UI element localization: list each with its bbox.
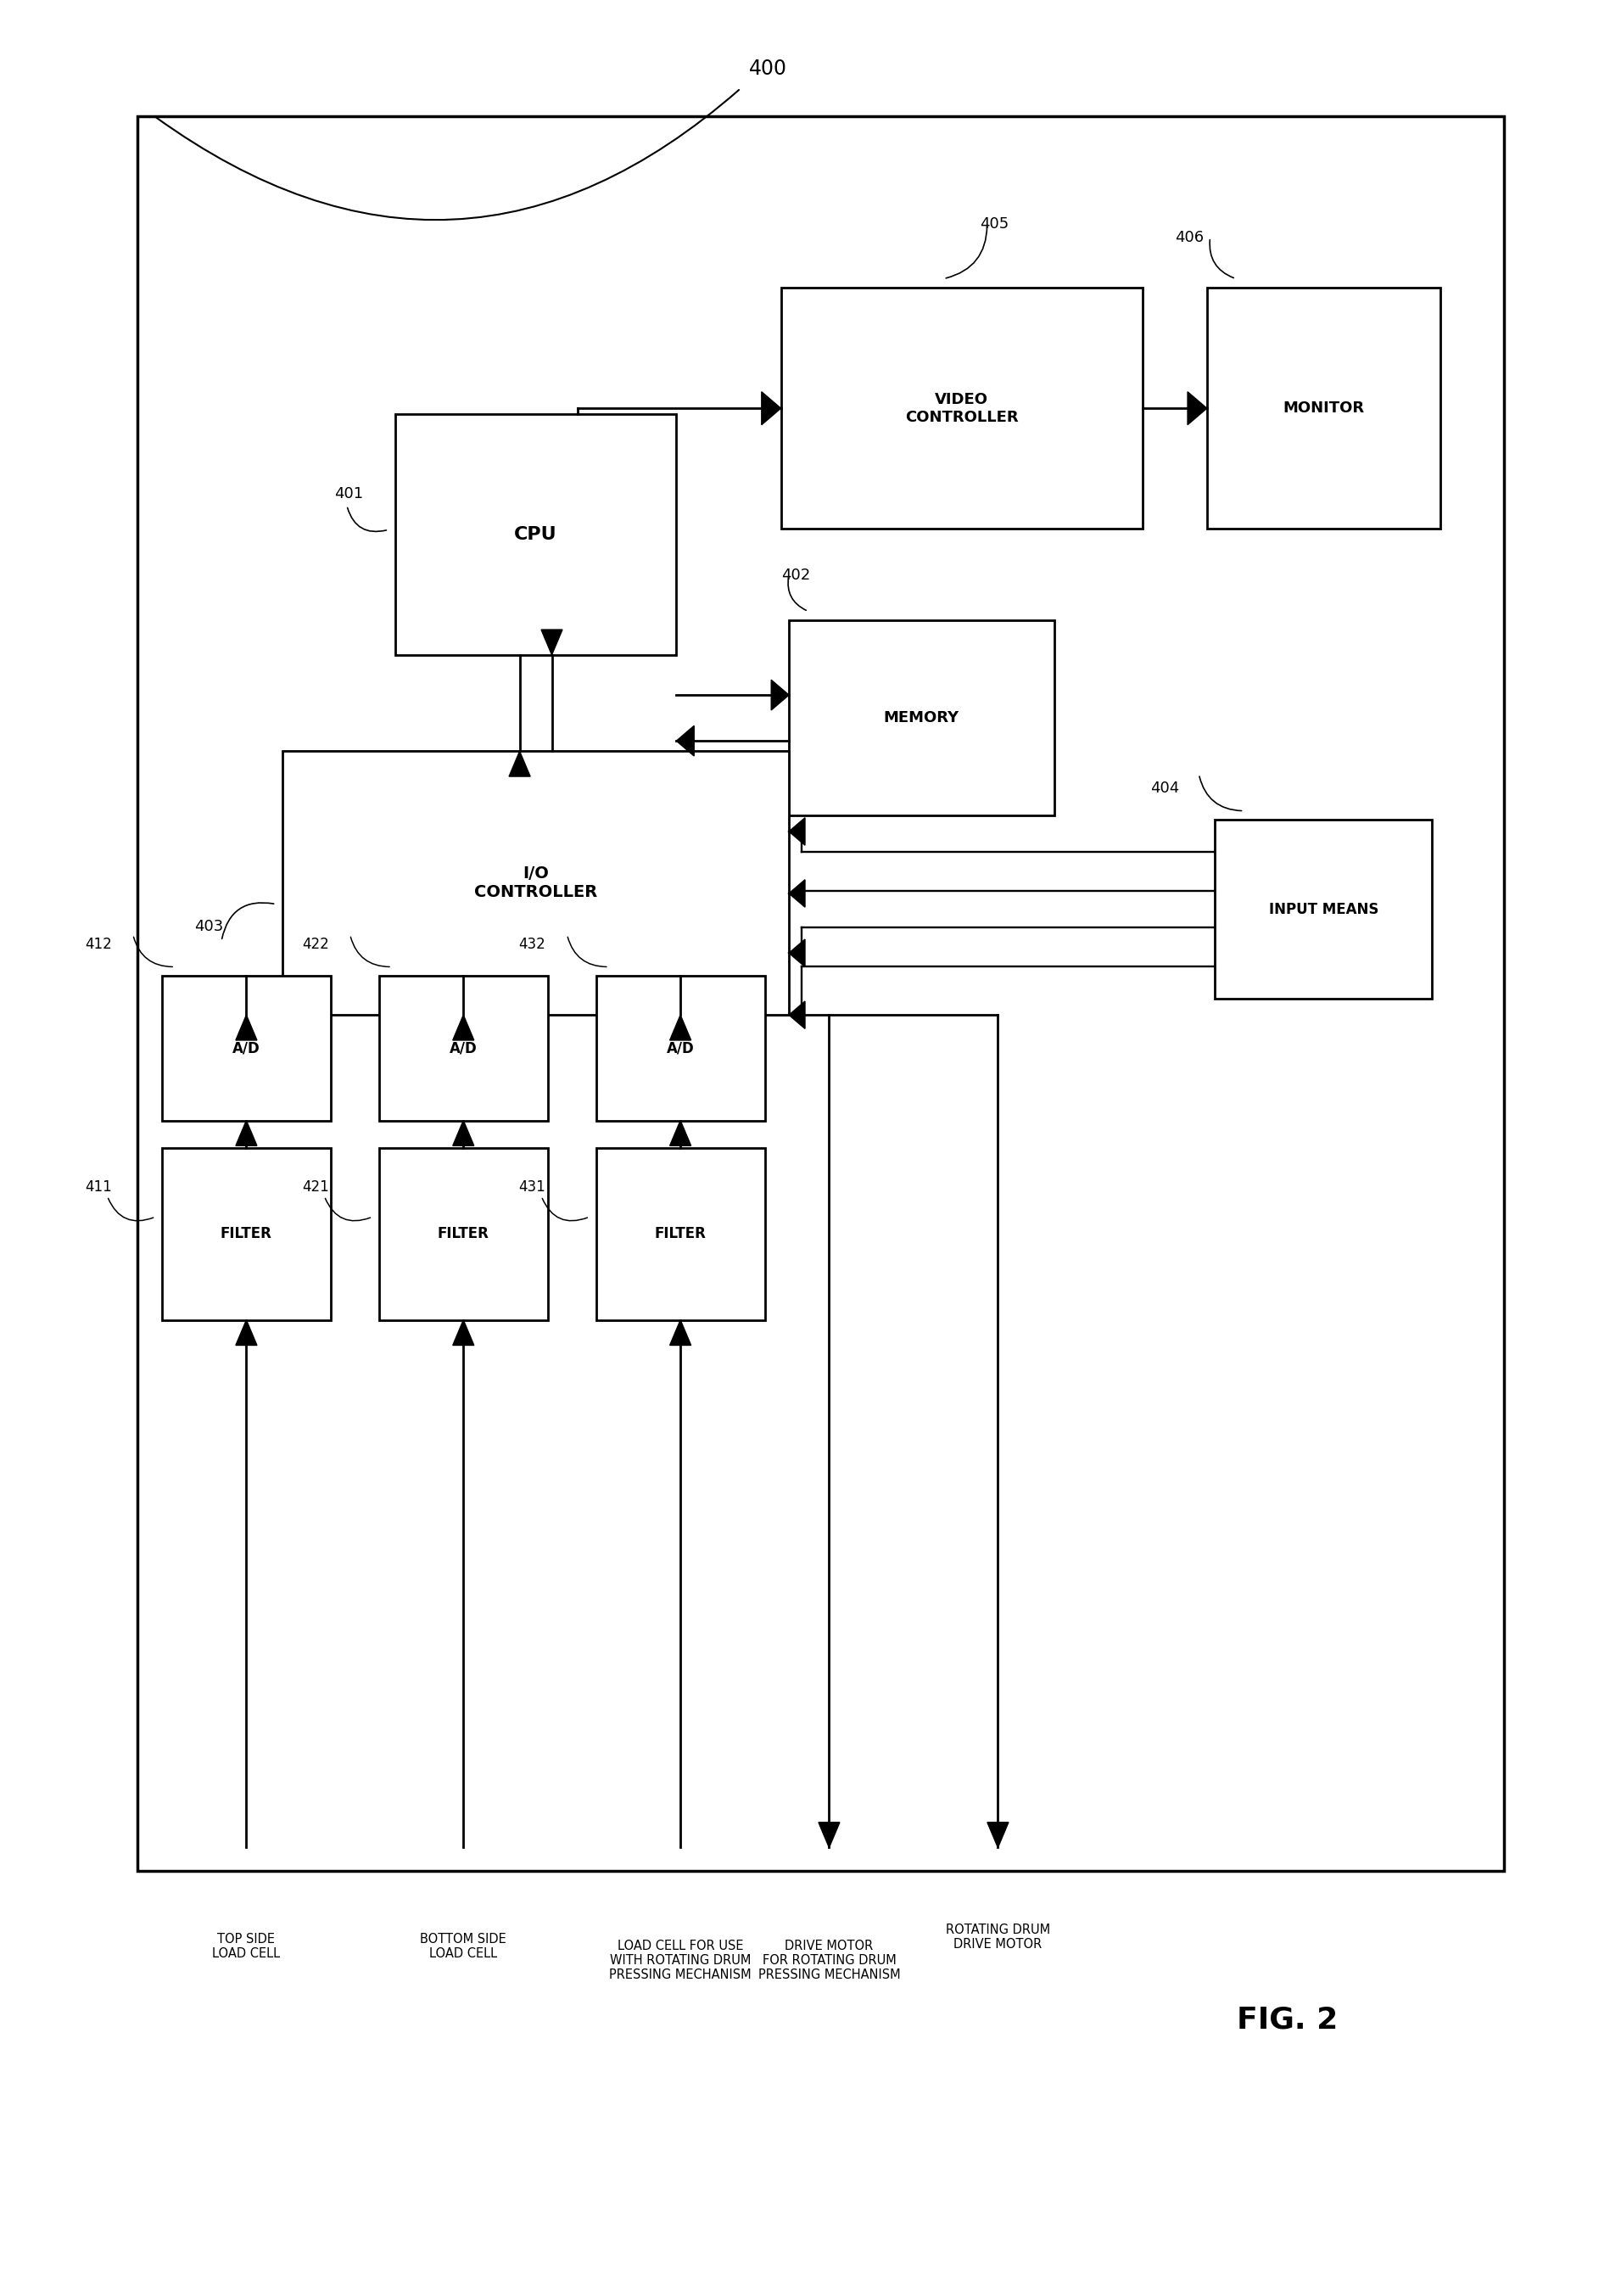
Bar	[1208, 287, 1439, 528]
Text: MONITOR: MONITOR	[1283, 402, 1364, 416]
Text: 404: 404	[1151, 781, 1180, 797]
Polygon shape	[1188, 393, 1208, 425]
Text: 432: 432	[518, 937, 546, 953]
Polygon shape	[235, 1015, 258, 1040]
Text: 402: 402	[781, 567, 810, 583]
Polygon shape	[789, 817, 805, 845]
Text: 422: 422	[301, 937, 328, 953]
Polygon shape	[676, 726, 694, 755]
Polygon shape	[789, 879, 805, 907]
Text: I/O
CONTROLLER: I/O CONTROLLER	[473, 866, 597, 900]
Bar	[163, 976, 330, 1120]
Polygon shape	[670, 1120, 691, 1146]
Polygon shape	[670, 1320, 691, 1345]
Text: FIG. 2: FIG. 2	[1236, 2004, 1338, 2034]
Polygon shape	[670, 1015, 691, 1040]
Text: 411: 411	[85, 1180, 111, 1194]
Bar	[1216, 820, 1431, 999]
Bar	[163, 1148, 330, 1320]
Bar	[378, 976, 547, 1120]
Bar	[282, 751, 789, 1015]
Bar	[596, 976, 765, 1120]
Text: 401: 401	[333, 487, 362, 503]
Polygon shape	[541, 629, 562, 654]
Text: A/D: A/D	[232, 1040, 261, 1056]
Polygon shape	[452, 1320, 473, 1345]
Bar	[781, 287, 1143, 528]
Polygon shape	[771, 680, 789, 709]
Polygon shape	[509, 751, 530, 776]
Text: 421: 421	[301, 1180, 328, 1194]
Text: CPU: CPU	[514, 526, 557, 542]
Polygon shape	[452, 1015, 473, 1040]
Text: VIDEO
CONTROLLER: VIDEO CONTROLLER	[905, 393, 1019, 425]
Text: MEMORY: MEMORY	[884, 709, 960, 726]
Text: DRIVE MOTOR
FOR ROTATING DRUM
PRESSING MECHANISM: DRIVE MOTOR FOR ROTATING DRUM PRESSING M…	[758, 1940, 900, 1981]
Text: 400: 400	[749, 57, 787, 78]
Polygon shape	[452, 1120, 473, 1146]
Text: 412: 412	[85, 937, 111, 953]
Bar	[394, 413, 676, 654]
Polygon shape	[235, 1120, 258, 1146]
Text: ROTATING DRUM
DRIVE MOTOR: ROTATING DRUM DRIVE MOTOR	[945, 1924, 1050, 1952]
Polygon shape	[789, 939, 805, 967]
Text: 406: 406	[1175, 230, 1204, 246]
Bar	[378, 1148, 547, 1320]
Text: TOP SIDE
LOAD CELL: TOP SIDE LOAD CELL	[213, 1933, 280, 1961]
Text: FILTER: FILTER	[221, 1226, 272, 1242]
Polygon shape	[235, 1320, 258, 1345]
Polygon shape	[818, 1823, 840, 1848]
Text: 405: 405	[980, 216, 1009, 232]
Text: LOAD CELL FOR USE
WITH ROTATING DRUM
PRESSING MECHANISM: LOAD CELL FOR USE WITH ROTATING DRUM PRE…	[609, 1940, 752, 1981]
Bar	[789, 620, 1055, 815]
Text: 403: 403	[195, 918, 224, 934]
Text: A/D: A/D	[667, 1040, 694, 1056]
Polygon shape	[762, 393, 781, 425]
Text: 431: 431	[518, 1180, 546, 1194]
Text: BOTTOM SIDE
LOAD CELL: BOTTOM SIDE LOAD CELL	[420, 1933, 507, 1961]
Text: FILTER: FILTER	[655, 1226, 707, 1242]
Bar	[138, 115, 1504, 1871]
Text: A/D: A/D	[449, 1040, 477, 1056]
Bar	[596, 1148, 765, 1320]
Polygon shape	[987, 1823, 1008, 1848]
Polygon shape	[789, 1001, 805, 1029]
Text: FILTER: FILTER	[438, 1226, 489, 1242]
Text: INPUT MEANS: INPUT MEANS	[1269, 902, 1378, 916]
